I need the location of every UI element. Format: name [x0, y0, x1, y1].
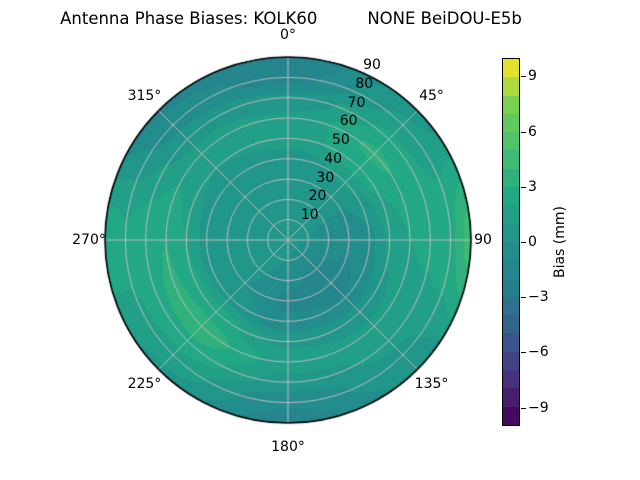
plot-title-right: NONE BeiDOU-E5b: [367, 9, 522, 28]
colorbar-tick-label-3: 3: [528, 178, 537, 195]
colorbar-tickmark: [521, 186, 526, 188]
colorbar-band: [503, 223, 519, 242]
plot-title: Antenna Phase Biases: KOLK60 NONE BeiDOU…: [0, 9, 582, 28]
radial-tick-label-50: 50: [331, 132, 350, 149]
radial-tick-label-10: 10: [300, 207, 319, 224]
colorbar-tickmark: [521, 131, 526, 133]
colorbar-band: [503, 241, 519, 261]
colorbar-band: [503, 333, 519, 352]
colorbar-band: [503, 150, 519, 169]
colorbar-band: [503, 370, 519, 389]
theta-tick-label-90: 90: [474, 232, 492, 248]
colorbar-tickmark: [521, 76, 526, 78]
radial-tick-label-20: 20: [308, 188, 327, 205]
colorbar-band: [503, 406, 519, 425]
radial-tick-label-60: 60: [339, 113, 358, 130]
colorbar-tick-label-6: 6: [528, 123, 537, 140]
colorbar-band: [503, 205, 519, 224]
colorbar-tick-label-0: 0: [528, 234, 537, 250]
radial-tick-label-80: 80: [355, 75, 374, 92]
colorbar-band: [503, 278, 519, 297]
theta-tick-label-45: 45°: [419, 88, 444, 105]
theta-tick-label-225: 225°: [127, 375, 162, 392]
colorbar-band: [503, 260, 519, 279]
colorbar-tickmark: [521, 242, 526, 243]
colorbar-band: [503, 77, 519, 96]
colorbar-band: [503, 59, 519, 78]
colorbar-tickmark: [521, 407, 526, 409]
colorbar-band: [503, 315, 519, 334]
colorbar-band: [503, 132, 519, 151]
theta-tick-label-270: 270°: [72, 232, 106, 248]
colorbar-band: [503, 388, 519, 407]
radial-tick-label-90: 90: [363, 56, 381, 73]
theta-tick-label-180: 180°: [271, 439, 305, 455]
theta-tick-label-315: 315°: [127, 88, 162, 105]
plot-title-left: Antenna Phase Biases: KOLK60: [60, 9, 318, 28]
radial-tick-label-30: 30: [316, 169, 335, 186]
radial-tick-label-40: 40: [324, 150, 343, 167]
colorbar-tick-label-9: 9: [528, 68, 537, 85]
theta-tick-label-135: 135°: [414, 375, 449, 392]
theta-tick-label-0: 0°: [280, 27, 296, 43]
colorbar: [502, 58, 520, 426]
colorbar-band: [503, 296, 519, 316]
colorbar-tick-label--6: −6: [528, 344, 549, 361]
colorbar-tick-label--9: −9: [528, 399, 549, 416]
colorbar-band: [503, 351, 519, 371]
colorbar-tick-label--3: −3: [528, 289, 549, 306]
colorbar-band: [503, 168, 519, 188]
colorbar-band: [503, 113, 519, 133]
colorbar-tickmark: [521, 297, 526, 299]
colorbar-tickmark: [521, 352, 526, 354]
colorbar-band: [503, 95, 519, 114]
colorbar-axis-label: Bias (mm): [552, 205, 568, 279]
radial-tick-label-70: 70: [347, 94, 366, 111]
colorbar-band: [503, 187, 519, 206]
